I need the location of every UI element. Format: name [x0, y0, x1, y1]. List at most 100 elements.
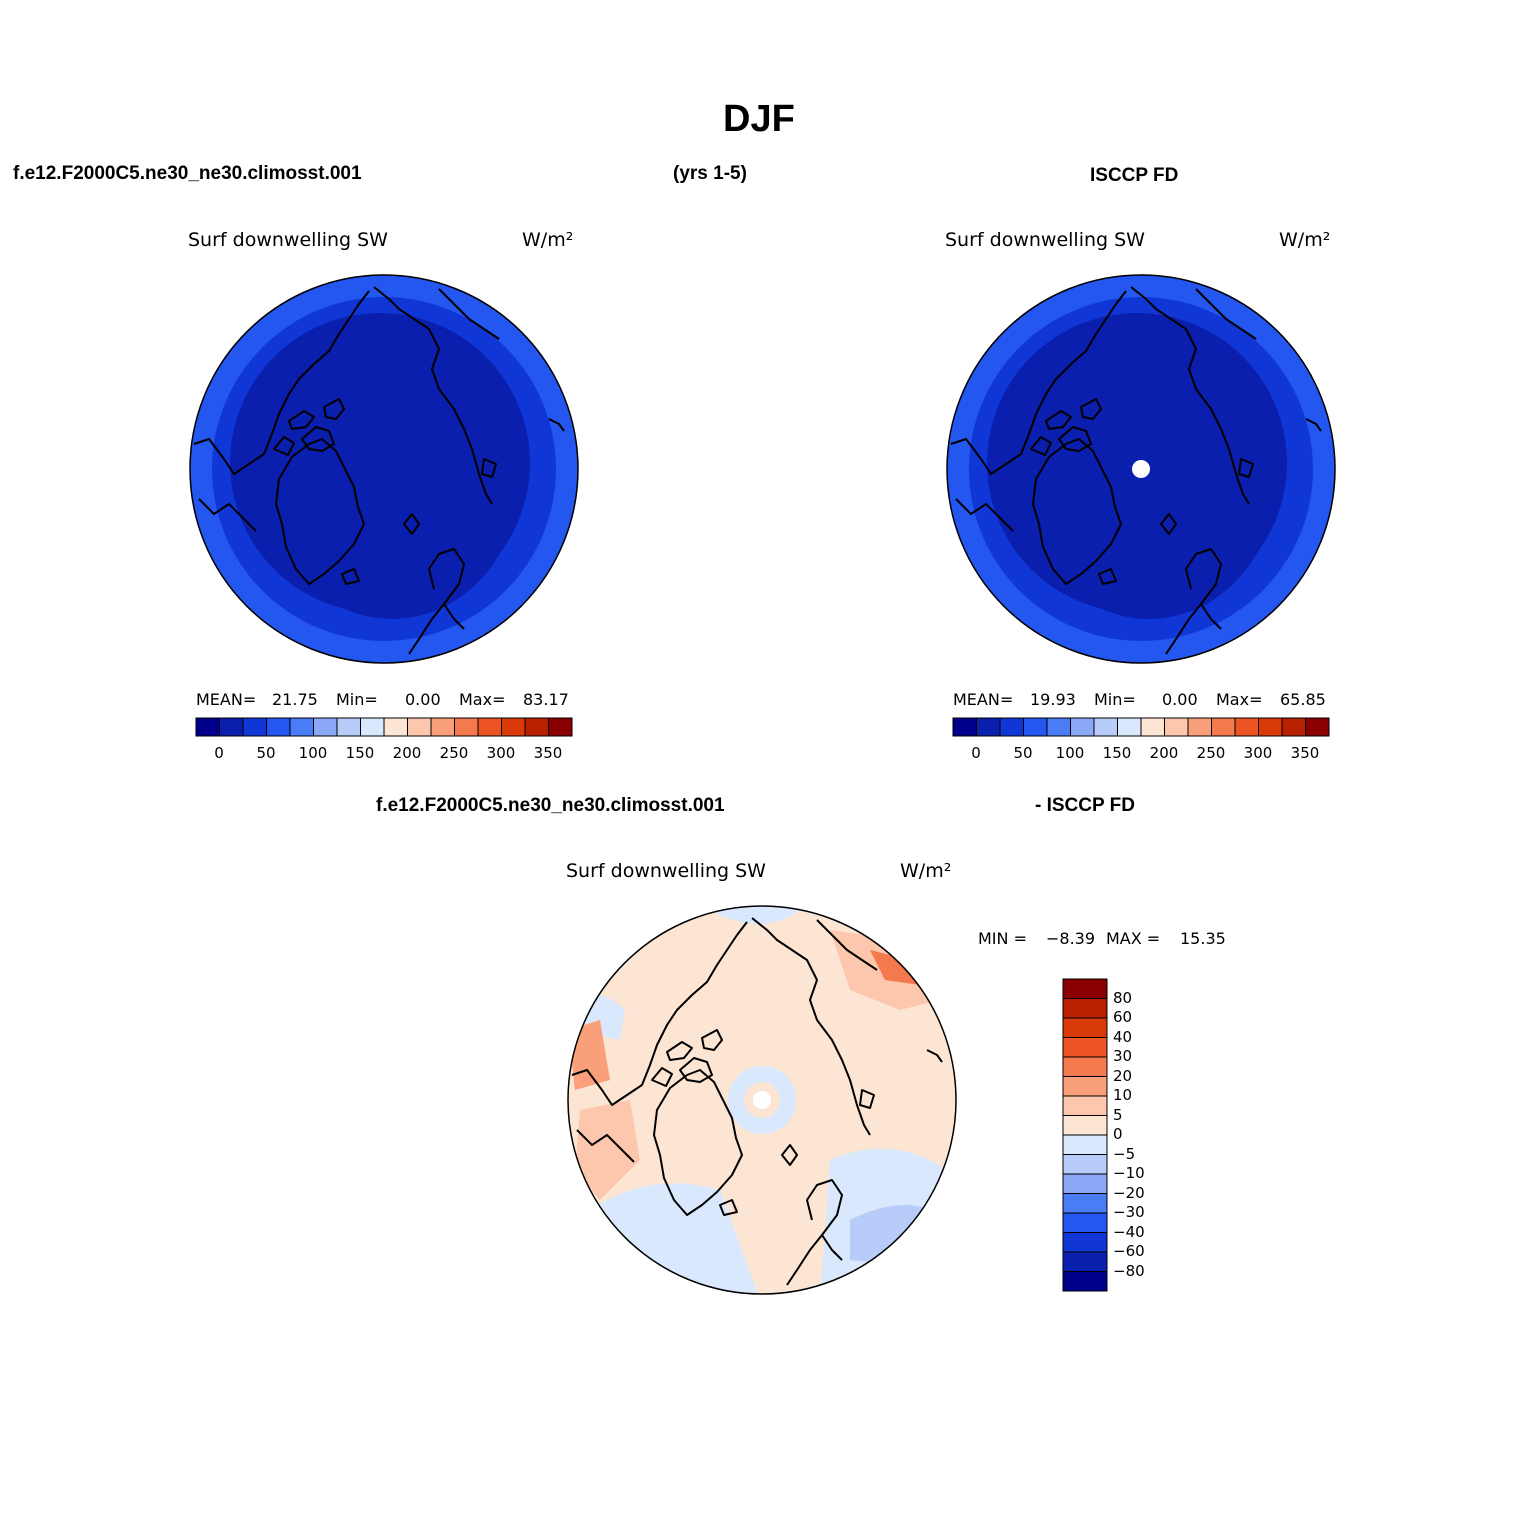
panel2-colorbar-box — [1070, 717, 1095, 737]
panel3-missing-pole — [753, 1091, 771, 1109]
panel3-field-neg-pacific — [680, 906, 820, 924]
panel2-units: W/m² — [1279, 229, 1331, 251]
panel3-cbar-tick: 60 — [1113, 1008, 1133, 1026]
panel3-colorbar-box — [1062, 1154, 1108, 1175]
panel3-colorbar-box — [1062, 978, 1108, 999]
panel2-colorbar-box — [1093, 717, 1118, 737]
panel2-cbar-tick: 300 — [1243, 744, 1273, 762]
panel1-min-value: 0.00 — [405, 690, 441, 709]
panel2-max-value: 65.85 — [1280, 690, 1326, 709]
panel2-colorbar-box — [952, 717, 977, 737]
panel3-colorbar-box — [1062, 1173, 1108, 1194]
panel1-colorbar-box — [548, 717, 573, 737]
panel2-cbar-tick: 200 — [1149, 744, 1179, 762]
panel1-colorbar-box — [313, 717, 338, 737]
panel3-colorbar-box — [1062, 1095, 1108, 1116]
panel1-colorbar-box — [336, 717, 361, 737]
panel1-colorbar-box — [289, 717, 314, 737]
panel3-max-value: 15.35 — [1180, 929, 1226, 948]
panel3-cbar-tick: −5 — [1113, 1145, 1136, 1163]
panel3-cbar-tick: −60 — [1113, 1242, 1145, 1260]
panel3-colorbar-box — [1062, 1232, 1108, 1253]
panel3-cbar-tick: −80 — [1113, 1262, 1145, 1280]
panel1-mean-value: 21.75 — [272, 690, 318, 709]
panel1-colorbar-box — [266, 717, 291, 737]
panel2-colorbar-box — [999, 717, 1024, 737]
panel3-field-pos-peak — [870, 950, 920, 985]
panel2-cbar-tick: 250 — [1196, 744, 1226, 762]
panel3-map-group — [568, 906, 956, 1294]
panel1-colorbar-box — [360, 717, 385, 737]
panel2-min-label: Min= — [1094, 690, 1136, 709]
panel3-max-label: MAX = — [1106, 929, 1161, 948]
obs-name-diff: - ISCCP FD — [1035, 795, 1135, 816]
panel1-colorbar-box — [383, 717, 408, 737]
panel3-colorbar-box — [1062, 1212, 1108, 1233]
panel1-colorbar-box — [195, 717, 220, 737]
panel1-cbar-tick: 100 — [298, 744, 328, 762]
panel2-cbar-tick: 350 — [1290, 744, 1320, 762]
panel1-colorbar-box — [524, 717, 549, 737]
panel3-units: W/m² — [900, 860, 952, 882]
panel1-units: W/m² — [522, 229, 574, 251]
panel3-colorbar-box — [1062, 1271, 1108, 1292]
panel1-variable: Surf downwelling SW — [188, 229, 388, 251]
panel2-cbar-tick: 50 — [1013, 744, 1033, 762]
years-label: (yrs 1-5) — [673, 163, 747, 184]
panel3-field-neg-deep — [850, 1205, 950, 1270]
panel3-cbar-tick: 30 — [1113, 1047, 1133, 1065]
figure-title: DJF — [723, 98, 795, 140]
panel2-min-value: 0.00 — [1162, 690, 1198, 709]
panel3-colorbar-box — [1062, 1076, 1108, 1097]
panel1-mean-label: MEAN= — [196, 690, 257, 709]
panel1-colorbar-box — [407, 717, 432, 737]
panel2-missing-pole — [1132, 460, 1150, 478]
panel3-colorbar-box — [1062, 1115, 1108, 1136]
panel1-max-value: 83.17 — [523, 690, 569, 709]
panel3-variable: Surf downwelling SW — [566, 860, 766, 882]
panel2-mean-value: 19.93 — [1030, 690, 1076, 709]
panel2-colorbar-box — [1187, 717, 1212, 737]
panel1-map-group — [190, 275, 578, 663]
panel1-cbar-tick: 50 — [256, 744, 276, 762]
case-name-diff: f.e12.F2000C5.ne30_ne30.climosst.001 — [376, 795, 725, 816]
panel1-min-label: Min= — [336, 690, 378, 709]
panel3-cbar-tick: 20 — [1113, 1067, 1133, 1085]
panel3-colorbar-box — [1062, 1056, 1108, 1077]
obs-name-top: ISCCP FD — [1090, 165, 1179, 186]
panel3-colorbar-box — [1062, 1193, 1108, 1214]
panel2-map-border — [946, 274, 1336, 664]
panel1-colorbar-box — [501, 717, 526, 737]
panel3-min-label: MIN = — [978, 929, 1027, 948]
panel2-cbar-tick: 150 — [1102, 744, 1132, 762]
panel3-colorbar-box — [1062, 1251, 1108, 1272]
panel2-cbar-tick: 100 — [1055, 744, 1085, 762]
panel3-cbar-tick: −30 — [1113, 1203, 1145, 1221]
panel1-cbar-tick: 150 — [345, 744, 375, 762]
panel1-colorbar-box — [477, 717, 502, 737]
panel1-cbar-tick: 0 — [214, 744, 224, 762]
panel3-cbar-tick: 40 — [1113, 1028, 1133, 1046]
panel1-cbar-tick: 250 — [439, 744, 469, 762]
panel2-colorbar-box — [1117, 717, 1142, 737]
panel2-cbar-tick: 0 — [971, 744, 981, 762]
panel2-colorbar-box — [1234, 717, 1259, 737]
case-name-top: f.e12.F2000C5.ne30_ne30.climosst.001 — [13, 163, 362, 184]
panel1-colorbar-box — [219, 717, 244, 737]
panel1-map-border — [189, 274, 579, 664]
panel2-max-label: Max= — [1216, 690, 1263, 709]
panel1-colorbar-box — [430, 717, 455, 737]
panel2-colorbar-box — [1211, 717, 1236, 737]
panel2-colorbar-box — [1023, 717, 1048, 737]
panel1-colorbar-box — [242, 717, 267, 737]
panel2-map-group — [947, 275, 1335, 663]
panel3-cbar-tick: −40 — [1113, 1223, 1145, 1241]
panel3-field-pos-sw — [575, 1100, 640, 1200]
panel3-cbar-tick: 0 — [1113, 1125, 1123, 1143]
panel1-max-label: Max= — [459, 690, 506, 709]
panel1-cbar-tick: 300 — [486, 744, 516, 762]
panel3-cbar-tick: −10 — [1113, 1164, 1145, 1182]
panel1-cbar-tick: 350 — [533, 744, 563, 762]
panel3-cbar-tick: 80 — [1113, 989, 1133, 1007]
